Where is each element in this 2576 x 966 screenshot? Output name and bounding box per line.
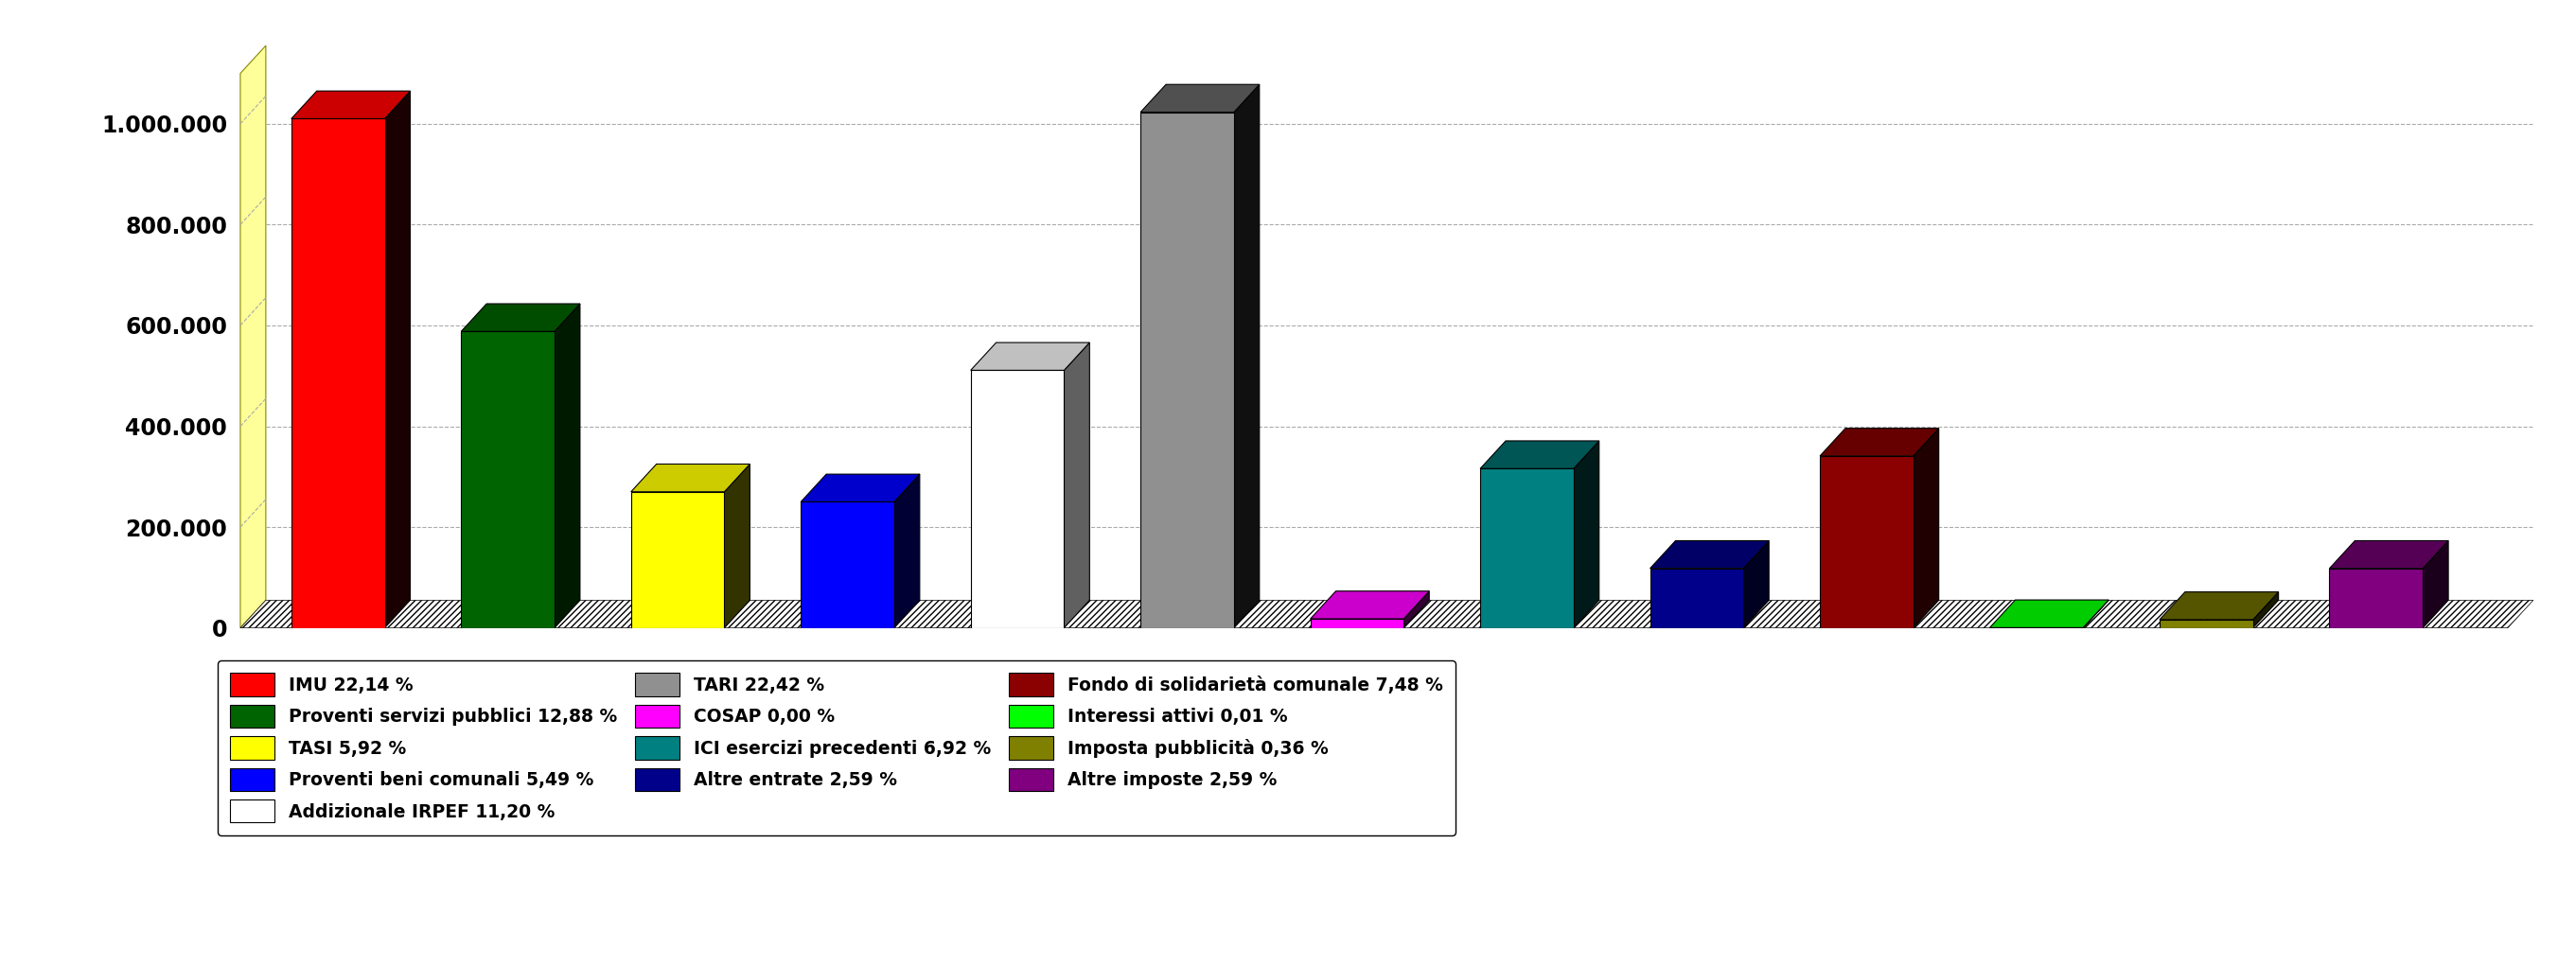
- Polygon shape: [1141, 84, 1260, 112]
- Polygon shape: [724, 464, 750, 628]
- Polygon shape: [1141, 112, 1234, 628]
- Polygon shape: [1989, 600, 2110, 628]
- Polygon shape: [2084, 600, 2110, 628]
- Polygon shape: [1234, 84, 1260, 628]
- Polygon shape: [2159, 619, 2254, 628]
- Polygon shape: [631, 492, 724, 628]
- Polygon shape: [1574, 440, 1600, 628]
- Polygon shape: [1744, 541, 1770, 628]
- Polygon shape: [971, 343, 1090, 370]
- Polygon shape: [1819, 456, 1914, 628]
- Polygon shape: [801, 502, 894, 628]
- Polygon shape: [1651, 568, 1744, 628]
- Polygon shape: [2424, 541, 2447, 628]
- Polygon shape: [2159, 592, 2280, 619]
- Polygon shape: [1404, 591, 1430, 628]
- Polygon shape: [461, 303, 580, 331]
- Polygon shape: [291, 91, 410, 119]
- Polygon shape: [1311, 619, 1404, 628]
- Polygon shape: [384, 91, 410, 628]
- Polygon shape: [1651, 541, 1770, 568]
- Polygon shape: [1914, 428, 1940, 628]
- Polygon shape: [631, 464, 750, 492]
- Legend: IMU 22,14 %, Proventi servizi pubblici 12,88 %, TASI 5,92 %, Proventi beni comun: IMU 22,14 %, Proventi servizi pubblici 1…: [216, 661, 1455, 835]
- Polygon shape: [1311, 591, 1430, 619]
- Polygon shape: [1481, 440, 1600, 469]
- Polygon shape: [1064, 343, 1090, 628]
- Polygon shape: [240, 600, 2532, 628]
- Polygon shape: [291, 119, 384, 628]
- Polygon shape: [2254, 592, 2280, 628]
- Polygon shape: [1481, 469, 1574, 628]
- Polygon shape: [554, 303, 580, 628]
- Polygon shape: [461, 331, 554, 628]
- Polygon shape: [2329, 568, 2424, 628]
- Polygon shape: [971, 370, 1064, 628]
- Polygon shape: [894, 474, 920, 628]
- Polygon shape: [1819, 428, 1940, 456]
- Polygon shape: [801, 474, 920, 502]
- Polygon shape: [240, 45, 265, 628]
- Polygon shape: [2329, 541, 2447, 568]
